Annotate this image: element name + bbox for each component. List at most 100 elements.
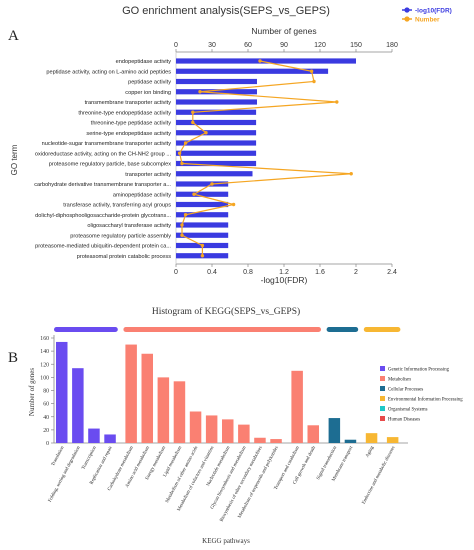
top-tick-label: 150 (350, 42, 362, 49)
kegg-legend-label: Cellular Processes (388, 388, 423, 393)
go-legend: -log10(FDR) Number (402, 7, 452, 24)
go-term-label: proteasome regulatory particle assembly (70, 233, 171, 239)
kegg-bar (307, 425, 319, 443)
number-point (180, 233, 184, 237)
legend-number-label: Number (415, 17, 440, 24)
kegg-bar (386, 437, 399, 443)
fdr-bar (176, 171, 253, 177)
kegg-legend-swatch (380, 406, 385, 411)
kegg-y-tick-label: 160 (40, 336, 49, 342)
kegg-bar (222, 419, 234, 443)
kegg-bar (328, 418, 341, 443)
fdr-bar (176, 181, 229, 187)
number-line (178, 60, 352, 256)
kegg-legend-swatch (380, 386, 385, 391)
fdr-bar (176, 150, 257, 156)
kegg-category-label: Metabolism of other amino acids (165, 445, 199, 503)
kegg-legend-swatch (380, 416, 385, 421)
fdr-bar (176, 89, 257, 95)
go-term-label: proteasome-mediated ubiquitin-dependent … (35, 244, 171, 250)
go-term-label: oligosaccharyl transferase activity (87, 223, 171, 229)
number-point (258, 59, 262, 63)
kegg-legend-swatch (380, 376, 385, 381)
fdr-bar (176, 222, 229, 228)
kegg-bar (254, 437, 266, 443)
kegg-category-label: Aging (365, 445, 375, 458)
kegg-legend-label: Genetic Information Processing (388, 368, 450, 373)
fdr-bar (176, 140, 257, 146)
kegg-y-tick-label: 60 (43, 402, 49, 408)
bottom-tick-label: 0 (174, 269, 178, 276)
number-point (210, 182, 214, 186)
kegg-bar (270, 439, 282, 443)
kegg-y-tick-label: 120 (40, 362, 49, 368)
bottom-tick-label: 0.4 (207, 269, 217, 276)
kegg-category-label: Translation (51, 445, 66, 467)
top-tick-label: 30 (208, 42, 216, 49)
kegg-x-axis-title: KEGG pathways (202, 537, 250, 545)
kegg-legend: Genetic Information Processing Metabolism… (380, 366, 463, 423)
number-point (231, 202, 236, 207)
go-term-label: transferase activity, transferring acyl … (63, 203, 171, 209)
fdr-bar (176, 160, 257, 167)
bottom-tick-label: 0.8 (243, 269, 253, 276)
top-tick-label: 60 (244, 42, 252, 49)
bottom-tick-label: 2.4 (387, 269, 397, 276)
number-point (180, 161, 184, 166)
panel-b-label: B (8, 350, 18, 366)
kegg-group-band (54, 327, 118, 332)
go-term-label: peptidase activity (128, 80, 171, 86)
kegg-legend-label: Metabolism (388, 378, 411, 383)
panel-a-label: A (8, 28, 19, 44)
top-tick-label: 180 (386, 42, 398, 49)
kegg-bar (291, 370, 303, 443)
number-point (180, 223, 184, 227)
kegg-category-label: Transcription (81, 445, 98, 471)
number-point (192, 192, 196, 196)
kegg-histogram-chart: B Histogram of KEGG(SEPS_vs_GEPS) Number… (8, 306, 463, 545)
kegg-group-band (123, 327, 322, 332)
bottom-axis-title: -log10(FDR) (261, 275, 308, 285)
kegg-bar (104, 434, 116, 443)
kegg-legend-label: Organismal Systems (388, 408, 428, 413)
number-point (200, 243, 205, 248)
go-term-label: peptidase activity, acting on L-amino ac… (46, 69, 171, 75)
kegg-bar (344, 439, 357, 443)
fdr-bar (176, 191, 229, 197)
kegg-bar (189, 411, 202, 443)
number-point (183, 141, 188, 145)
go-term-label: aminopeptidase activity (113, 192, 171, 198)
kegg-bar (205, 415, 218, 443)
fdr-bar (176, 232, 229, 238)
go-term-label: serine-type endopeptidase activity (86, 131, 171, 137)
kegg-y-tick-label: 40 (43, 415, 49, 421)
kegg-bar (56, 341, 68, 443)
number-point (349, 172, 353, 176)
go-term-label: proteasome regulatory particle, base sub… (49, 162, 171, 168)
kegg-bar (173, 381, 186, 443)
kegg-legend-label: Environmental Information Processing (388, 398, 463, 403)
fdr-bar (176, 78, 257, 85)
fdr-bar (176, 212, 229, 218)
bottom-tick-label: 1.6 (315, 269, 325, 276)
kegg-legend-label: Human Diseases (388, 418, 420, 423)
kegg-group-band (363, 327, 401, 332)
kegg-y-tick-label: 20 (43, 428, 49, 434)
go-term-label: threonine-type endopeptidase activity (78, 110, 171, 116)
fdr-bar (176, 68, 329, 74)
fdr-bar (176, 109, 257, 115)
legend-fdr-label: -log10(FDR) (415, 8, 452, 15)
go-term-label: nucleotide-sugar transmembrane transport… (42, 141, 172, 147)
go-term-label: copper ion binding (125, 90, 171, 96)
kegg-y-tick-label: 80 (43, 389, 49, 395)
go-term-label: endopeptidase activity (116, 59, 172, 65)
go-term-label: carbohydrate derivative transmembrane tr… (34, 182, 171, 188)
number-point (177, 151, 182, 155)
number-point (191, 110, 195, 114)
go-chart-title: GO enrichment analysis(SEPS_vs_GEPS) (122, 5, 330, 17)
number-point (191, 120, 195, 125)
kegg-bar (125, 344, 137, 443)
number-point (183, 213, 188, 217)
number-point (335, 100, 339, 104)
